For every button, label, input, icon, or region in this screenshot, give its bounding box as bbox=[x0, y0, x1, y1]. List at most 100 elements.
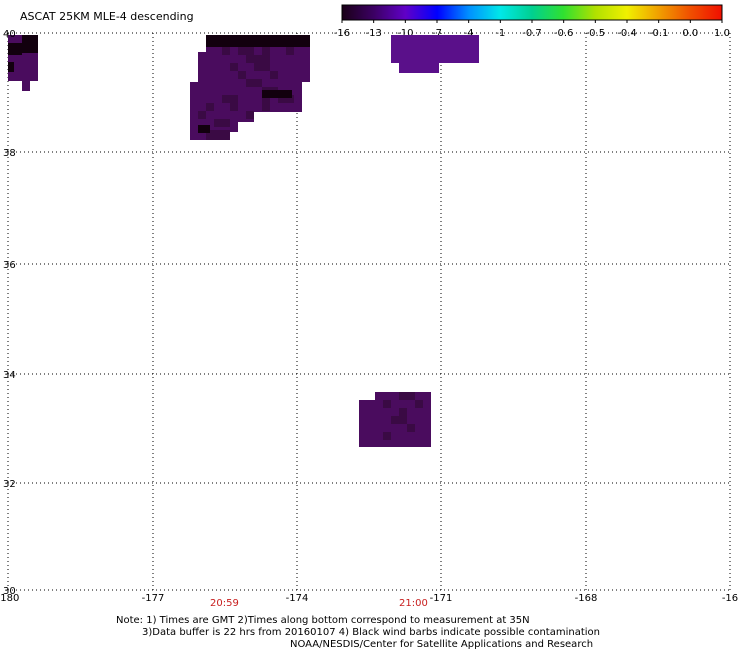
data-cell bbox=[399, 392, 415, 400]
colorbar-swatch bbox=[629, 5, 631, 20]
colorbar-swatch bbox=[523, 5, 525, 20]
colorbar-swatch bbox=[383, 5, 385, 20]
colorbar-swatch bbox=[573, 5, 575, 20]
colorbar-swatch bbox=[366, 5, 368, 20]
colorbar-swatch bbox=[345, 5, 347, 20]
colorbar-swatch bbox=[355, 5, 357, 20]
colorbar-swatch bbox=[522, 5, 524, 20]
colorbar-swatch bbox=[700, 5, 702, 20]
colorbar-swatch bbox=[443, 5, 445, 20]
colorbar-swatch bbox=[621, 5, 623, 20]
colorbar-swatch bbox=[435, 5, 437, 20]
colorbar-swatch bbox=[676, 5, 678, 20]
colorbar-swatch bbox=[458, 5, 460, 20]
colorbar-swatch bbox=[642, 5, 644, 20]
colorbar-label: -0.6 bbox=[554, 28, 574, 39]
colorbar-swatch bbox=[674, 5, 676, 20]
colorbar-swatch bbox=[658, 5, 660, 20]
colorbar-swatch bbox=[462, 5, 464, 20]
data-cell bbox=[246, 111, 254, 119]
colorbar-swatch bbox=[575, 5, 577, 20]
data-cell bbox=[407, 424, 415, 432]
x-axis-label: -16 bbox=[722, 593, 738, 604]
colorbar-swatch bbox=[666, 5, 668, 20]
colorbar-swatch bbox=[586, 5, 588, 20]
colorbar-swatch bbox=[346, 5, 348, 20]
colorbar-swatch bbox=[480, 5, 482, 20]
colorbar-swatch bbox=[449, 5, 451, 20]
colorbar-swatch bbox=[689, 5, 691, 20]
colorbar-swatch bbox=[479, 5, 481, 20]
colorbar-swatch bbox=[362, 5, 364, 20]
colorbar-swatch bbox=[398, 5, 400, 20]
data-cell bbox=[270, 71, 278, 79]
colorbar-swatch bbox=[680, 5, 682, 20]
colorbar-swatch bbox=[389, 5, 391, 20]
colorbar-swatch bbox=[391, 5, 393, 20]
colorbar-swatch bbox=[416, 5, 418, 20]
colorbar-swatch bbox=[347, 5, 349, 20]
colorbar-swatch bbox=[377, 5, 379, 20]
colorbar-swatch bbox=[438, 5, 440, 20]
colorbar-swatch bbox=[620, 5, 622, 20]
colorbar-swatch bbox=[359, 5, 361, 20]
colorbar-swatch bbox=[374, 5, 376, 20]
data-swath bbox=[399, 63, 439, 73]
data-cell bbox=[383, 400, 391, 408]
data-swath bbox=[190, 112, 254, 122]
colorbar-swatch bbox=[585, 5, 587, 20]
colorbar-swatch bbox=[618, 5, 620, 20]
colorbar-swatch bbox=[563, 5, 565, 20]
colorbar-swatch bbox=[696, 5, 698, 20]
colorbar-swatch bbox=[516, 5, 518, 20]
colorbar-label: 0.0 bbox=[682, 28, 698, 39]
colorbar-swatch bbox=[342, 5, 344, 20]
data-cell bbox=[198, 125, 210, 133]
colorbar-swatch bbox=[705, 5, 707, 20]
colorbar-swatch bbox=[607, 5, 609, 20]
colorbar-swatch bbox=[574, 5, 576, 20]
colorbar-swatch bbox=[361, 5, 363, 20]
colorbar-swatch bbox=[445, 5, 447, 20]
colorbar-swatch bbox=[651, 5, 653, 20]
colorbar-swatch bbox=[519, 5, 521, 20]
colorbar-swatch bbox=[568, 5, 570, 20]
colorbar-swatch bbox=[409, 5, 411, 20]
colorbar-swatch bbox=[379, 5, 381, 20]
graticule bbox=[7, 32, 731, 591]
colorbar-swatch bbox=[369, 5, 371, 20]
colorbar-swatch bbox=[376, 5, 378, 20]
colorbar-swatch bbox=[553, 5, 555, 20]
colorbar-swatch bbox=[572, 5, 574, 20]
colorbar-swatch bbox=[716, 5, 718, 20]
colorbar-swatch bbox=[535, 5, 537, 20]
colorbar-swatch bbox=[719, 5, 721, 20]
colorbar-swatch bbox=[507, 5, 509, 20]
colorbar-swatch bbox=[641, 5, 643, 20]
colorbar-swatch bbox=[370, 5, 372, 20]
colorbar-swatch bbox=[675, 5, 677, 20]
colorbar-swatch bbox=[388, 5, 390, 20]
colorbar-swatch bbox=[402, 5, 404, 20]
colorbar-swatch bbox=[517, 5, 519, 20]
colorbar-swatch bbox=[476, 5, 478, 20]
colorbar-swatch bbox=[412, 5, 414, 20]
colorbar-swatch bbox=[501, 5, 503, 20]
colorbar-swatch bbox=[419, 5, 421, 20]
colorbar-swatch bbox=[549, 5, 551, 20]
colorbar-swatch bbox=[556, 5, 558, 20]
note-line-3: NOAA/NESDIS/Center for Satellite Applica… bbox=[290, 639, 594, 650]
colorbar-swatch bbox=[686, 5, 688, 20]
colorbar-swatch bbox=[567, 5, 569, 20]
colorbar-swatch bbox=[426, 5, 428, 20]
colorbar-swatch bbox=[428, 5, 430, 20]
colorbar-swatch bbox=[561, 5, 563, 20]
colorbar-swatch bbox=[510, 5, 512, 20]
colorbar-swatch bbox=[543, 5, 545, 20]
colorbar-swatch bbox=[688, 5, 690, 20]
colorbar-swatch bbox=[472, 5, 474, 20]
colorbar-swatch bbox=[539, 5, 541, 20]
colorbar-swatch bbox=[483, 5, 485, 20]
colorbar-swatch bbox=[690, 5, 692, 20]
colorbar-swatch bbox=[488, 5, 490, 20]
